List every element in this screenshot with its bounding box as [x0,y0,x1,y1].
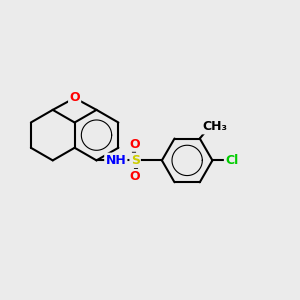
Text: NH: NH [105,154,126,167]
Text: O: O [130,170,140,183]
Text: O: O [69,92,80,104]
Text: O: O [130,138,140,151]
Text: CH₃: CH₃ [202,120,227,133]
Text: S: S [130,154,140,167]
Text: Cl: Cl [225,154,238,167]
